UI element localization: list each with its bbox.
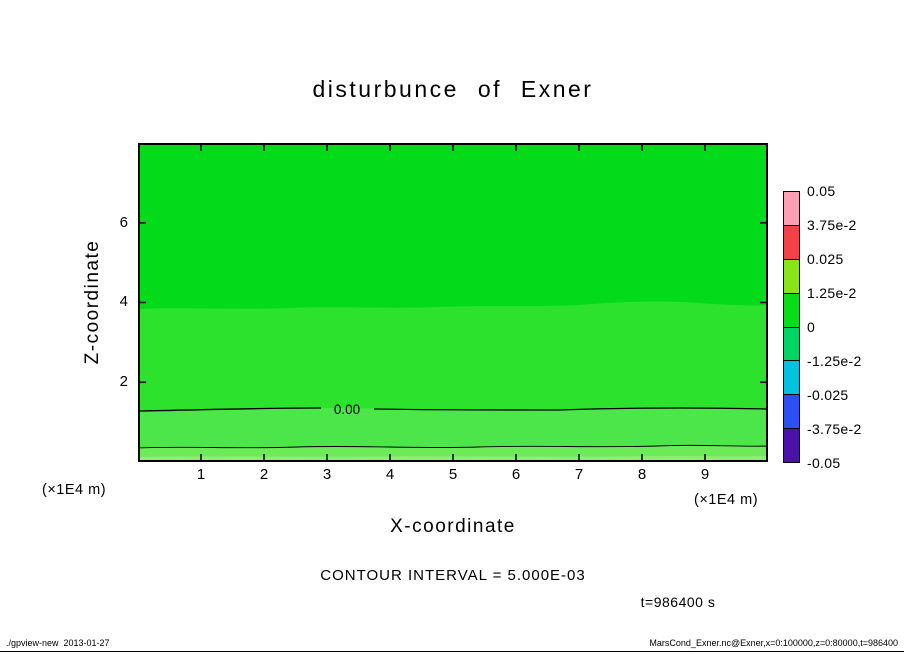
colorbar-tick-label: -3.75e-2 (807, 421, 862, 437)
zero-contour-label: 0.00 (334, 402, 360, 417)
x-tick-label: 8 (637, 466, 647, 483)
x-tick-label: 3 (322, 466, 332, 483)
x-axis-label: X-coordinate (390, 516, 516, 537)
colorbar-segment (784, 192, 799, 226)
footer-command: ./gpview-new 2013-01-27 (6, 638, 110, 648)
y-axis-unit: (×1E4 m) (42, 482, 107, 498)
colorbar-tick-label: -1.25e-2 (807, 353, 862, 369)
colorbar-tick-label: 0.025 (807, 251, 844, 267)
y-tick-label: 2 (119, 373, 128, 390)
colorbar-segment (784, 429, 799, 462)
plot-frame (138, 143, 768, 462)
x-tick-label: 6 (511, 466, 521, 483)
x-tick-label: 4 (385, 466, 395, 483)
colorbar-segment (784, 259, 799, 294)
x-tick-label: 1 (196, 466, 206, 483)
x-tick-label: 7 (574, 466, 584, 483)
colorbar-tick-label: 0 (807, 319, 816, 335)
y-tick-label: 6 (119, 214, 128, 231)
contour-interval-note: CONTOUR INTERVAL = 5.000E-03 (320, 567, 586, 584)
colorbar-segment (784, 327, 799, 362)
bottom-rule (0, 651, 904, 652)
footer-source: MarsCond_Exner.nc@Exner,x=0:100000,z=0:8… (649, 638, 898, 648)
colorbar-tick-label: -0.05 (807, 455, 841, 471)
colorbar-segment (784, 293, 799, 328)
y-tick-label: 4 (119, 293, 128, 310)
chart-title: disturbunce of Exner (312, 76, 594, 102)
colorbar-segment (784, 395, 799, 430)
colorbar-tick-label: -0.025 (807, 387, 849, 403)
colorbar (783, 191, 800, 463)
secondary-contour-line (138, 444, 768, 449)
x-tick-label: 9 (700, 466, 710, 483)
x-tick-label: 2 (259, 466, 269, 483)
colorbar-segment (784, 361, 799, 396)
colorbar-tick-label: 3.75e-2 (807, 217, 857, 233)
time-note: t=986400 s (640, 594, 716, 610)
zero-contour-line (373, 407, 768, 411)
x-axis-unit: (×1E4 m) (694, 492, 759, 508)
zero-contour-line (138, 407, 322, 412)
colorbar-tick-label: 1.25e-2 (807, 285, 857, 301)
colorbar-tick-label: 0.05 (807, 183, 836, 199)
colorbar-segment (784, 225, 799, 260)
x-tick-label: 5 (448, 466, 458, 483)
plot-area: 0.00 (138, 143, 768, 462)
